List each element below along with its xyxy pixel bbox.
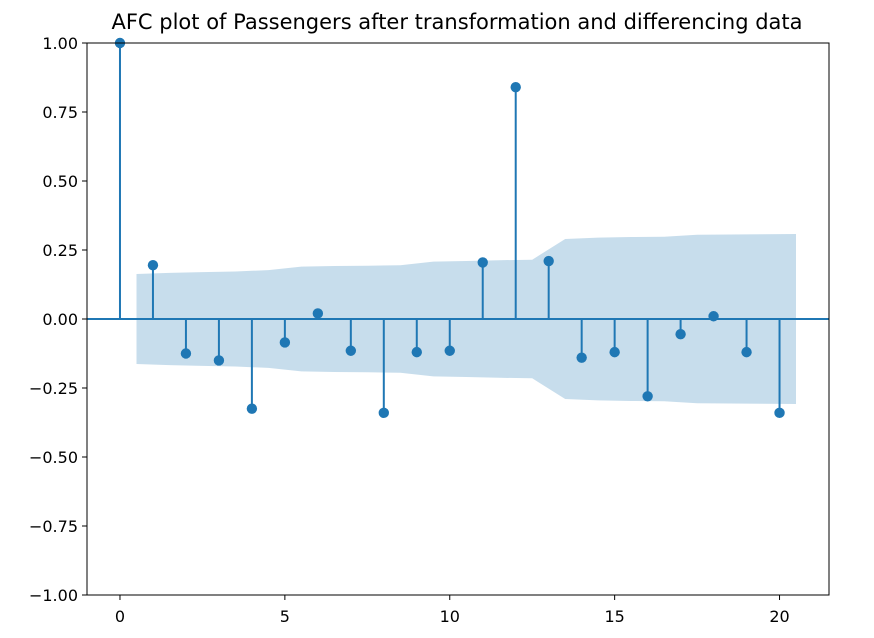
- stem-marker: [675, 328, 686, 340]
- stem-marker: [345, 345, 357, 356]
- stem-marker: [444, 345, 455, 356]
- y-tick-label: 0.75: [42, 103, 78, 122]
- x-axis: 0 5 10 15 20: [115, 595, 790, 626]
- y-tick-label: −0.25: [29, 379, 78, 398]
- plot-area: [87, 37, 829, 419]
- y-tick-label: −1.00: [29, 586, 78, 605]
- chart-title: AFC plot of Passengers after transformat…: [111, 10, 802, 34]
- stem-marker: [411, 346, 422, 358]
- stem-marker: [543, 255, 554, 267]
- y-axis: −1.00 −0.75 −0.50 −0.25 0.00 0.25 0.50 0.75 1.00: [29, 34, 87, 605]
- stem-marker: [741, 346, 752, 358]
- stem-marker: [279, 337, 291, 348]
- x-tick-label: 10: [440, 607, 460, 626]
- stem-marker: [213, 355, 225, 366]
- y-tick-label: 1.00: [42, 34, 78, 53]
- y-tick-label: 0.25: [42, 241, 78, 260]
- x-tick-label: 20: [769, 607, 789, 626]
- stem-marker: [609, 346, 620, 358]
- stem-marker: [147, 259, 159, 271]
- stem-marker: [576, 352, 587, 363]
- stem-marker: [477, 257, 488, 268]
- stem-marker: [510, 81, 521, 93]
- stem-marker: [378, 407, 389, 419]
- stem-marker: [312, 308, 324, 319]
- stem-marker: [708, 311, 719, 322]
- stem-marker: [774, 407, 785, 419]
- y-tick-label: −0.75: [29, 517, 78, 536]
- stem-marker: [180, 348, 192, 359]
- x-tick-label: 5: [280, 607, 290, 626]
- x-tick-label: 0: [115, 607, 125, 626]
- y-tick-label: −0.50: [29, 448, 78, 467]
- x-tick-label: 15: [604, 607, 624, 626]
- stem-marker: [246, 403, 258, 414]
- stem-marker: [642, 391, 653, 402]
- y-tick-label: 0.00: [42, 310, 78, 329]
- y-tick-label: 0.50: [42, 172, 78, 191]
